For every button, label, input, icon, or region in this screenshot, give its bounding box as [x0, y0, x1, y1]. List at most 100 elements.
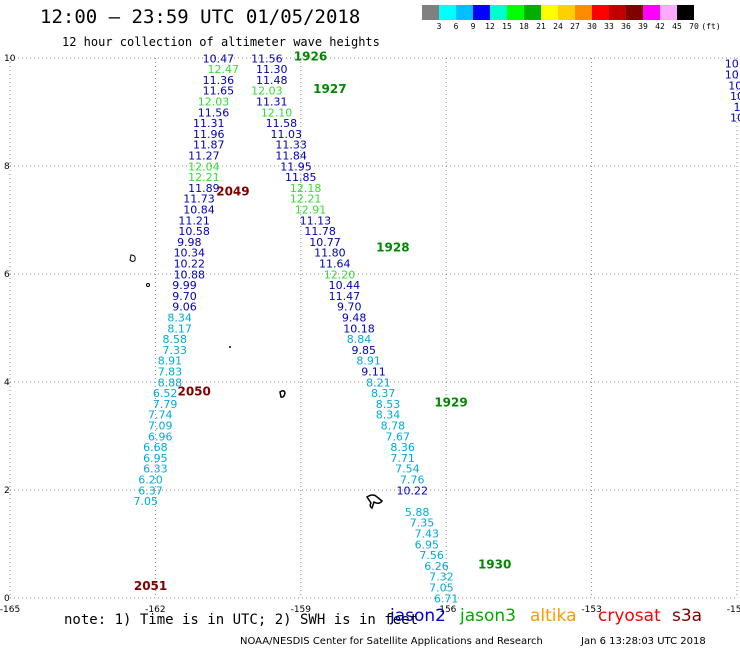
- legend-label: 3: [436, 22, 442, 31]
- wave-height-label: 10.: [728, 79, 740, 92]
- wave-height-label: 9.98: [177, 236, 202, 249]
- pass-time-label: 2051: [134, 579, 167, 593]
- wave-height-label: 11.64: [319, 258, 351, 271]
- wave-height-label: 7.33: [163, 344, 188, 357]
- y-tick-label: 2: [4, 486, 10, 496]
- legend-swatch: [490, 5, 507, 20]
- wave-height-label: 10.47: [203, 52, 235, 65]
- x-tick-label: -150: [727, 605, 740, 615]
- wave-height-label: 11.95: [280, 160, 312, 173]
- wave-height-label: 10.22: [397, 484, 429, 497]
- wave-height-label: 12.04: [188, 160, 220, 173]
- wave-height-label: 10.34: [174, 247, 206, 260]
- legend-label: 21: [536, 22, 546, 31]
- wave-height-label: 11.27: [188, 150, 220, 163]
- legend-swatch: [609, 5, 626, 20]
- wave-height-label: 10.77: [309, 236, 341, 249]
- wave-height-label: 10.44: [329, 279, 361, 292]
- pass-time-label: 1928: [376, 240, 409, 254]
- wave-height-label: 8.91: [356, 355, 381, 368]
- wave-height-label: 12.03: [198, 96, 230, 109]
- wave-height-label: 10.84: [183, 204, 215, 217]
- wave-height-label: 10.22: [174, 258, 206, 271]
- wave-height-label: 6.68: [143, 441, 168, 454]
- wave-height-label: 5.88: [405, 506, 430, 519]
- wave-height-label: 12.21: [290, 193, 322, 206]
- wave-height-label: 8.53: [376, 398, 401, 411]
- wave-height-label: 10.58: [178, 225, 210, 238]
- x-tick-label: -165: [0, 605, 20, 615]
- wave-height-label: 7.05: [133, 495, 158, 508]
- wave-height-label: 6.95: [143, 452, 168, 465]
- wave-height-label: 11.56: [251, 52, 283, 65]
- satellite-label-jason2: jason2: [390, 606, 446, 626]
- legend-swatch: [643, 5, 660, 20]
- wave-height-label: 11.73: [183, 193, 215, 206]
- legend-swatch: [677, 5, 694, 20]
- wave-height-label: 7.71: [390, 452, 415, 465]
- satellite-label-cryosat: cryosat: [598, 606, 661, 626]
- legend-swatch: [456, 5, 473, 20]
- wave-height-label: 12.47: [208, 63, 240, 76]
- x-tick-label: -153: [581, 605, 601, 615]
- satellite-label-jason3: jason3: [460, 606, 516, 626]
- wave-height-label: 10.9: [725, 69, 740, 82]
- wave-height-label: 10.88: [174, 268, 206, 281]
- wave-height-label: 9.99: [172, 279, 197, 292]
- wave-height-label: 6.95: [415, 538, 440, 551]
- wave-height-label: 9.11: [361, 366, 386, 379]
- wave-height-label: 7.83: [158, 366, 183, 379]
- wave-height-label: 11.58: [266, 117, 298, 130]
- wave-height-label: 6.26: [424, 560, 449, 573]
- pass-time-label: 2050: [177, 385, 210, 399]
- wave-height-label: 6.52: [153, 387, 178, 400]
- island-outline: [365, 494, 384, 510]
- wave-height-label: 10.5: [725, 58, 740, 71]
- island-outline: [279, 389, 286, 398]
- y-tick-label: 6: [4, 270, 10, 280]
- wave-height-label: 11.96: [193, 128, 225, 141]
- wave-height-label: 8.78: [381, 420, 406, 433]
- x-tick-label: -159: [291, 605, 312, 615]
- wave-height-label: 6.96: [148, 430, 173, 443]
- pass-time-label: 1929: [434, 395, 467, 409]
- wave-height-label: 11.87: [193, 139, 225, 152]
- wave-height-label: 11.21: [178, 214, 210, 227]
- wave-height-label: 7.67: [385, 430, 410, 443]
- wave-height-label: 9.70: [172, 290, 197, 303]
- wave-height-label: 8.37: [371, 387, 396, 400]
- wave-height-label: 11.65: [203, 85, 235, 98]
- wave-height-label: 7.54: [395, 463, 420, 476]
- wave-height-label: 11.47: [329, 290, 361, 303]
- wave-height-label: 11.80: [314, 247, 346, 260]
- legend-label: 24: [553, 22, 563, 31]
- legend-label: 42: [655, 22, 665, 31]
- wave-height-label: 9.70: [337, 301, 362, 314]
- wave-height-label: 12.21: [188, 171, 220, 184]
- satellite-label-altika: altika: [530, 606, 577, 626]
- x-tick-label: -162: [145, 605, 165, 615]
- wave-height-label: 7.56: [419, 549, 444, 562]
- footer-note: note: 1) Time is in UTC; 2) SWH is in fe…: [64, 612, 419, 628]
- wave-height-label: 12.18: [290, 182, 322, 195]
- wave-height-label: 8.36: [390, 441, 415, 454]
- legend-swatch: [422, 5, 439, 20]
- legend-swatch: [660, 5, 677, 20]
- legend-label: 70: [689, 22, 699, 31]
- legend-label: 6: [453, 22, 459, 31]
- color-legend: [422, 5, 694, 20]
- legend-label: 9: [470, 22, 476, 31]
- legend-swatch: [507, 5, 524, 20]
- wave-height-label: 1: [734, 101, 740, 114]
- wave-height-label: 7.76: [400, 474, 425, 487]
- wave-height-label: 10.18: [343, 322, 375, 335]
- wave-height-label: 8.84: [347, 333, 372, 346]
- island-outline: [229, 346, 231, 348]
- pass-time-label: 1930: [478, 557, 511, 571]
- legend-label: 45: [672, 22, 682, 31]
- wave-height-label: 10: [730, 112, 740, 125]
- legend-label: 33: [604, 22, 614, 31]
- wave-height-label: 11.33: [275, 139, 307, 152]
- legend-label: 15: [502, 22, 512, 31]
- wave-height-label: 12.03: [251, 85, 283, 98]
